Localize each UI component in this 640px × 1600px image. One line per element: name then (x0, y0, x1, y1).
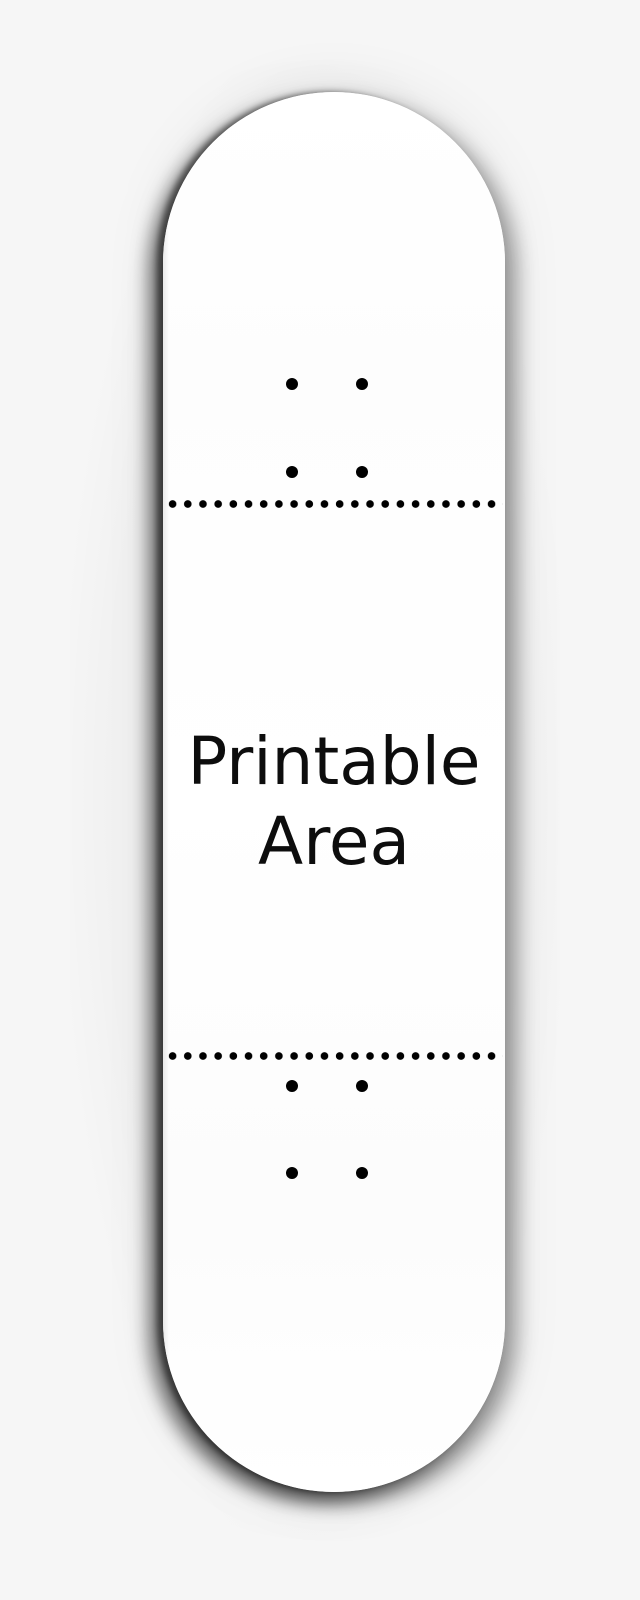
skateboard-deck: Printable Area (163, 92, 505, 1492)
bottom-truck-bolt-3 (286, 1167, 298, 1179)
top-truck-bolt-3 (286, 466, 298, 478)
top-truck-bolt-1 (286, 378, 298, 390)
bottom-truck-bolt-2 (356, 1080, 368, 1092)
top-truck-bolt-4 (356, 466, 368, 478)
printable-area-label-line-1: Printable (187, 723, 481, 800)
printable-area-label-line-2: Area (258, 803, 410, 880)
top-printable-boundary-dotted-line (165, 499, 503, 509)
printable-area-label: Printable Area (163, 722, 505, 882)
bottom-truck-bolt-1 (286, 1080, 298, 1092)
bottom-printable-boundary-dotted-line (165, 1051, 503, 1061)
bottom-truck-bolt-4 (356, 1167, 368, 1179)
top-truck-bolt-2 (356, 378, 368, 390)
deck-edge-shading (163, 92, 169, 1492)
